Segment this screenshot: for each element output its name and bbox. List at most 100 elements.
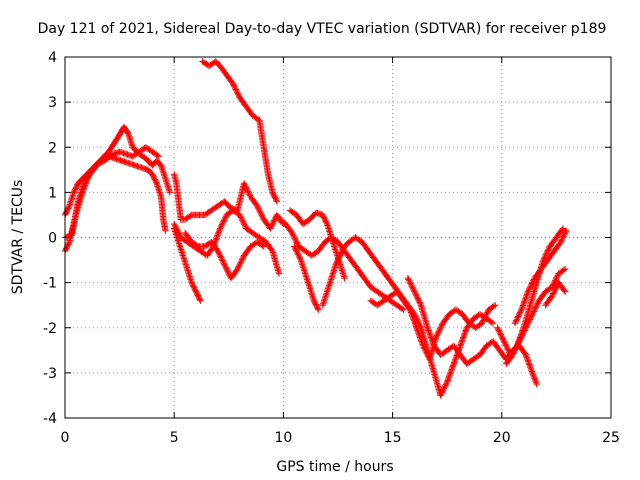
data-point-markers [367, 283, 380, 294]
data-point-markers [85, 163, 98, 178]
data-point-markers [256, 117, 267, 149]
series-trace-c [61, 144, 163, 241]
data-point [400, 306, 407, 313]
x-tick-label: 5 [170, 430, 179, 446]
data-point [197, 297, 204, 304]
data-point-markers [227, 267, 240, 282]
data-point-markers [463, 357, 476, 368]
data-point-markers [437, 380, 450, 399]
data-point-markers [243, 225, 255, 236]
data-point-markers [361, 274, 373, 289]
data-point-markers [358, 238, 371, 253]
x-tick-label: 15 [384, 430, 402, 446]
data-point-markers [299, 217, 312, 228]
data-point [275, 270, 283, 277]
data-point-markers [188, 279, 199, 294]
series-trace-f [171, 207, 283, 277]
data-point-markers [387, 297, 399, 308]
data-point [273, 198, 281, 205]
data-point-markers [310, 297, 321, 312]
data-point [166, 189, 174, 196]
y-tick-label: -2 [43, 321, 57, 337]
data-point-markers [553, 226, 566, 241]
y-tick-label: -1 [43, 276, 57, 292]
data-point-markers [544, 249, 557, 264]
data-point-markers [269, 189, 280, 204]
data-point-markers [393, 302, 406, 312]
data-point-markers [243, 103, 256, 118]
data-point [559, 225, 567, 232]
data-point-markers [68, 213, 79, 239]
series-trace-l [319, 234, 497, 399]
data-point-markers [542, 294, 555, 309]
data-point-markers [385, 274, 397, 289]
series-trace-i [275, 216, 407, 313]
plot-frame [64, 56, 612, 419]
data-point-markers [452, 306, 465, 317]
data-point-markers [352, 234, 364, 245]
data-point-markers [413, 324, 426, 348]
data-point-markers [160, 216, 169, 233]
data-point-markers [380, 293, 393, 304]
data-point-markers [555, 266, 567, 277]
data-points [61, 58, 570, 399]
data-point-markers [374, 298, 386, 309]
data-point-markers [503, 352, 515, 368]
data-point-markers [529, 369, 540, 386]
data-point-markers [208, 238, 221, 253]
data-point-markers [332, 253, 343, 268]
data-point-markers [347, 256, 360, 271]
y-tick-label: 1 [48, 185, 57, 201]
data-point-markers [74, 174, 87, 187]
data-point-markers [142, 144, 155, 155]
series-trace-k [291, 243, 322, 313]
data-point-markers [557, 228, 569, 246]
data-point-markers [157, 193, 167, 222]
data-point-markers [70, 181, 81, 196]
data-point [563, 227, 570, 234]
data-point-markers [374, 288, 386, 299]
data-point-markers [400, 297, 413, 312]
data-point-markers [470, 352, 482, 363]
x-axis-label: GPS time / hours [276, 459, 393, 475]
data-point-markers [162, 175, 173, 195]
data-point-markers [393, 288, 406, 303]
data-point-markers [236, 211, 249, 231]
data-point-markers [249, 112, 262, 123]
data-point-markers [192, 288, 203, 303]
data-point-markers [72, 190, 86, 219]
data-point-markers [129, 149, 142, 160]
data-point [533, 380, 540, 388]
data-point-markers [354, 265, 367, 280]
data-point [561, 288, 569, 295]
data-point-markers [153, 180, 164, 199]
data-point-markers [522, 351, 536, 375]
data-point-markers [319, 290, 330, 309]
data-point-markers [522, 312, 535, 331]
data-point-markers [291, 243, 304, 262]
data-point-markers [540, 244, 553, 264]
data-point [561, 265, 569, 273]
data-point-markers [203, 244, 216, 259]
data-point-markers [378, 265, 391, 280]
data-point-markers [371, 256, 384, 271]
series-trace-m [367, 288, 499, 363]
data-point-markers [157, 162, 169, 181]
data-point-markers [337, 244, 348, 259]
data-point-markers [319, 211, 330, 226]
data-point-markers [177, 234, 190, 245]
series-trace-r [542, 279, 569, 309]
data-point-markers [485, 302, 498, 313]
data-point-markers [323, 276, 335, 295]
x-tick-label: 25 [602, 430, 620, 446]
data-point-markers [494, 324, 507, 344]
data-point-markers [306, 283, 317, 303]
data-point-markers [527, 280, 540, 309]
data-point-markers [256, 234, 268, 245]
data-point [492, 301, 499, 309]
data-point-markers [216, 62, 229, 77]
series-trace-q [511, 227, 570, 327]
y-tick-label: -4 [43, 411, 57, 427]
data-point-markers [476, 343, 489, 358]
y-tick-label: -3 [43, 366, 57, 382]
